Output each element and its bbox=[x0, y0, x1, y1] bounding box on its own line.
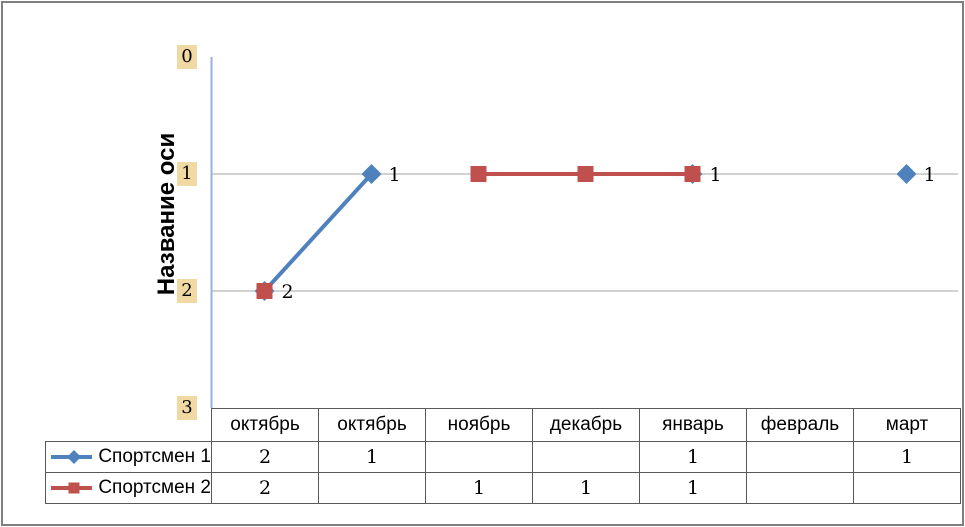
table-value-cell bbox=[853, 472, 961, 504]
legend-cell: Спортсмен 2 bbox=[45, 472, 212, 504]
table-value-cell: 1 bbox=[639, 441, 747, 473]
legend-key-square-icon bbox=[51, 482, 93, 494]
table-corner-blank bbox=[46, 409, 212, 442]
legend-cell: Спортсмен 1 bbox=[45, 441, 212, 473]
data-label: 1 bbox=[389, 164, 401, 186]
data-label: 1 bbox=[710, 164, 722, 186]
data-point-marker-diamond bbox=[361, 164, 382, 184]
table-value-cell bbox=[746, 472, 854, 504]
category-header-cell: февраль bbox=[746, 408, 854, 442]
table-value-cell: 2 bbox=[211, 441, 319, 473]
category-header-cell: март bbox=[853, 408, 961, 442]
data-point-marker-diamond bbox=[896, 164, 917, 184]
y-axis-tick-label: 3 bbox=[177, 396, 197, 420]
table-value-cell: 1 bbox=[425, 472, 533, 504]
series-line bbox=[263, 172, 373, 293]
legend-label: Спортсмен 1 bbox=[98, 446, 211, 467]
data-point-marker-square bbox=[577, 166, 594, 182]
data-label: 2 bbox=[282, 281, 294, 303]
y-axis-tick-label: 2 bbox=[177, 279, 197, 303]
table-value-cell: 1 bbox=[532, 472, 640, 504]
legend-key-diamond-icon bbox=[51, 450, 93, 464]
data-point-marker-square bbox=[68, 482, 80, 494]
data-label: 1 bbox=[924, 164, 936, 186]
data-point-marker-square bbox=[470, 166, 487, 182]
table-value-cell bbox=[425, 441, 533, 473]
category-header-cell: декабрь bbox=[532, 408, 640, 442]
y-axis-tick-label: 1 bbox=[177, 162, 197, 186]
table-value-cell: 2 bbox=[211, 472, 319, 504]
table-value-cell: 1 bbox=[853, 441, 961, 473]
table-value-cell bbox=[532, 441, 640, 473]
table-value-cell bbox=[746, 441, 854, 473]
category-header-cell: октябрь bbox=[211, 408, 319, 442]
data-table: октябрь октябрь ноябрь декабрь январь февраль… bbox=[45, 408, 961, 504]
legend-label: Спортсмен 2 bbox=[98, 477, 211, 498]
category-header-cell: октябрь bbox=[318, 408, 426, 442]
data-point-marker-square bbox=[256, 283, 273, 299]
category-header-cell: ноябрь bbox=[425, 408, 533, 442]
table-value-cell: 1 bbox=[639, 472, 747, 504]
table-value-cell: 1 bbox=[318, 441, 426, 473]
data-point-marker-square bbox=[684, 166, 701, 182]
data-point-marker-diamond bbox=[67, 450, 81, 464]
category-header-cell: январь bbox=[639, 408, 747, 442]
y-axis-tick-label: 0 bbox=[177, 45, 197, 69]
table-value-cell bbox=[318, 472, 426, 504]
